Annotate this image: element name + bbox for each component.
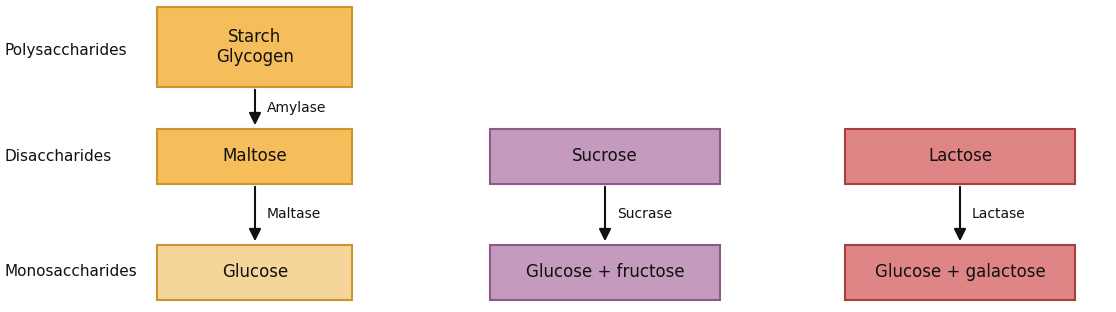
Text: Disaccharides: Disaccharides [4,149,113,163]
FancyBboxPatch shape [157,245,353,300]
Text: Monosaccharides: Monosaccharides [4,265,137,280]
Text: Lactose: Lactose [927,147,992,165]
FancyBboxPatch shape [845,129,1075,183]
Text: Glucose: Glucose [222,263,288,281]
FancyBboxPatch shape [157,7,353,87]
Text: Glucose + galactose: Glucose + galactose [875,263,1046,281]
FancyBboxPatch shape [490,129,720,183]
Text: Amylase: Amylase [267,100,326,115]
Text: Sucrose: Sucrose [573,147,638,165]
Text: Polysaccharides: Polysaccharides [4,42,127,57]
Text: Maltase: Maltase [267,207,321,221]
Text: Glucose + fructose: Glucose + fructose [526,263,684,281]
Text: Sucrase: Sucrase [617,207,672,221]
FancyBboxPatch shape [490,245,720,300]
FancyBboxPatch shape [157,129,353,183]
FancyBboxPatch shape [845,245,1075,300]
Text: Maltose: Maltose [222,147,288,165]
Text: Starch
Glycogen: Starch Glycogen [217,27,294,66]
Text: Lactase: Lactase [972,207,1026,221]
